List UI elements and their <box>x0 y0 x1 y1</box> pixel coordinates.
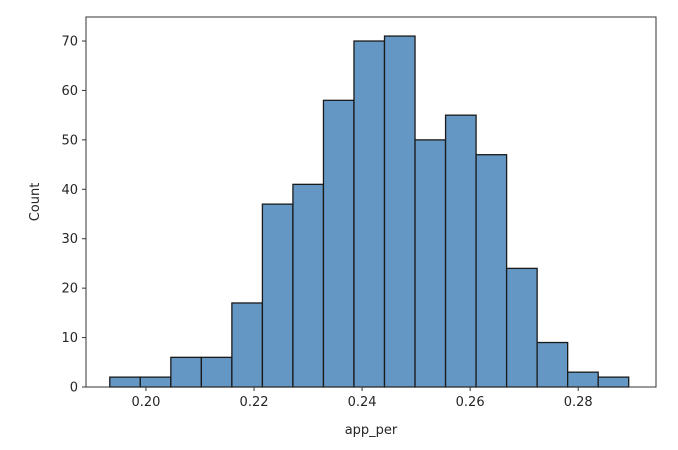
histogram-bar <box>292 183 325 388</box>
y-tick-label: 0 <box>70 381 78 396</box>
bars-group <box>109 35 630 388</box>
y-tick-label: 20 <box>61 282 78 297</box>
y-tick-label: 60 <box>61 84 78 99</box>
histogram-bar <box>139 376 172 388</box>
histogram-bar <box>383 35 416 388</box>
x-tick-label: 0.22 <box>240 395 269 410</box>
y-tick-label: 70 <box>61 35 78 50</box>
x-tick-label: 0.28 <box>564 395 593 410</box>
histogram-bar <box>261 203 294 388</box>
histogram-bar <box>414 139 447 388</box>
histogram-bar <box>353 40 386 388</box>
plot-frame <box>85 16 657 388</box>
histogram-bar <box>475 154 508 388</box>
histogram-bar <box>567 371 599 388</box>
histogram-bar <box>444 114 477 388</box>
y-tick-label: 10 <box>61 331 78 346</box>
histogram-bar <box>200 356 233 388</box>
y-axis-label: Count <box>28 183 43 222</box>
histogram-bar <box>597 376 630 388</box>
histogram-bar <box>322 99 355 388</box>
x-tick-label: 0.26 <box>456 395 485 410</box>
histogram-bar <box>109 376 141 388</box>
y-tick-label: 40 <box>61 183 78 198</box>
x-axis: 0.20 0.22 0.24 0.26 0.28 <box>131 387 593 410</box>
y-tick-label: 50 <box>61 133 78 148</box>
histogram-bar <box>536 341 569 388</box>
y-axis: 0 10 20 30 40 50 60 70 <box>61 35 86 396</box>
histogram-bar <box>505 267 538 388</box>
x-tick-label: 0.20 <box>131 395 160 410</box>
histogram-bar <box>170 356 203 388</box>
histogram-bar <box>231 302 264 388</box>
x-axis-label: app_per <box>345 423 398 438</box>
x-tick-label: 0.24 <box>348 395 377 410</box>
y-tick-label: 30 <box>61 232 78 247</box>
